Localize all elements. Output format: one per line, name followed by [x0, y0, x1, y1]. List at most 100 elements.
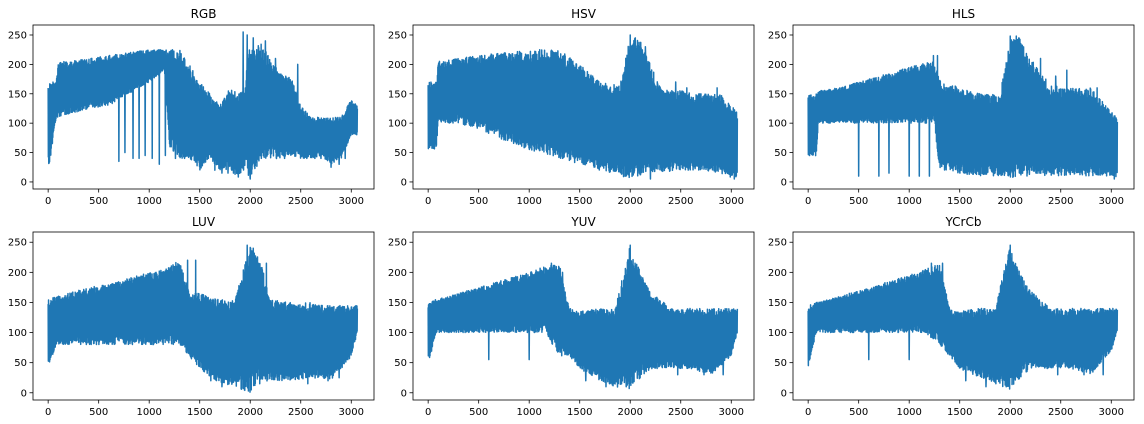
- x-tick-label: 3000: [1099, 407, 1124, 418]
- x-tick-label: 1500: [567, 196, 592, 207]
- x-tick-label: 500: [89, 407, 108, 418]
- y-tick-label: 50: [774, 148, 787, 159]
- panel-ycrcb: YCrCb 0 500 1000 1500 2000 2500 3000 0 50 100 150 2…: [768, 215, 1135, 418]
- panel-luv: LUV 0 500 1000 1500 2000 2500 3000 0 50 100 150 200…: [8, 215, 375, 418]
- panel-title: RGB: [191, 7, 217, 21]
- x-tick-label: 1000: [136, 407, 161, 418]
- y-tick-label: 100: [8, 328, 27, 339]
- y-tick-label: 150: [8, 298, 27, 309]
- y-tick-label: 250: [8, 238, 27, 249]
- panel-rgb: RGB 0 500 1000 1500 2000 2500 3000 0 50 100 150 200…: [8, 7, 375, 207]
- x-tick-label: 1000: [136, 196, 161, 207]
- axes-frame: [32, 231, 375, 401]
- x-tick-label: 2500: [668, 196, 693, 207]
- y-tick-label: 0: [781, 388, 787, 399]
- y-tick-label: 100: [768, 119, 787, 130]
- axes-frame: [792, 24, 1135, 190]
- x-tick-label: 0: [425, 407, 431, 418]
- x-tick-label: 2000: [998, 407, 1023, 418]
- x-tick-label: 2500: [288, 196, 313, 207]
- panel-hsv: HSV 0 500 1000 1500 2000 2500 3000 0 50 100 150 200…: [388, 7, 755, 207]
- panel-title: YCrCb: [945, 215, 982, 229]
- axes-frame: [412, 231, 755, 401]
- y-tick-label: 100: [388, 119, 407, 130]
- y-tick-label: 0: [401, 177, 407, 188]
- y-tick-label: 150: [8, 89, 27, 100]
- y-tick-label: 50: [774, 358, 787, 369]
- x-tick-label: 3000: [339, 407, 364, 418]
- series-line: [47, 244, 359, 393]
- x-tick-label: 3000: [339, 196, 364, 207]
- x-tick-label: 3000: [1099, 196, 1124, 207]
- y-tick-label: 100: [8, 119, 27, 130]
- panel-title: YUV: [570, 215, 596, 229]
- x-tick-label: 0: [45, 407, 51, 418]
- panel-title: HLS: [952, 7, 975, 21]
- panel-title: LUV: [192, 215, 216, 229]
- y-tick-label: 150: [388, 298, 407, 309]
- x-tick-label: 2500: [1048, 196, 1073, 207]
- panel-title: HSV: [571, 7, 597, 21]
- x-tick-label: 0: [45, 196, 51, 207]
- x-tick-label: 500: [849, 196, 868, 207]
- x-tick-label: 2000: [618, 196, 643, 207]
- x-tick-label: 3000: [719, 407, 744, 418]
- x-tick-label: 500: [469, 196, 488, 207]
- series-line: [807, 244, 1119, 390]
- y-tick-label: 250: [8, 30, 27, 41]
- x-tick-label: 0: [805, 407, 811, 418]
- y-tick-label: 250: [768, 30, 787, 41]
- y-tick-label: 150: [768, 298, 787, 309]
- y-tick-label: 150: [768, 89, 787, 100]
- y-tick-label: 200: [768, 60, 787, 71]
- y-tick-label: 0: [21, 388, 27, 399]
- x-tick-label: 0: [425, 196, 431, 207]
- y-tick-label: 100: [768, 328, 787, 339]
- x-tick-label: 2000: [618, 407, 643, 418]
- y-tick-label: 0: [781, 177, 787, 188]
- x-tick-label: 3000: [719, 196, 744, 207]
- y-tick-label: 50: [394, 148, 407, 159]
- x-tick-label: 2500: [1048, 407, 1073, 418]
- axes-frame: [412, 24, 755, 190]
- x-tick-label: 2000: [238, 407, 263, 418]
- series-line: [47, 31, 359, 180]
- x-tick-label: 2500: [668, 407, 693, 418]
- x-tick-label: 500: [469, 407, 488, 418]
- x-tick-label: 2000: [238, 196, 263, 207]
- x-tick-label: 1500: [187, 407, 212, 418]
- axes-frame: [32, 24, 375, 190]
- y-tick-label: 200: [768, 268, 787, 279]
- axes-frame: [792, 231, 1135, 401]
- x-tick-label: 2000: [998, 196, 1023, 207]
- y-tick-label: 250: [388, 238, 407, 249]
- x-tick-label: 1000: [896, 407, 921, 418]
- y-tick-label: 250: [768, 238, 787, 249]
- y-tick-label: 200: [388, 60, 407, 71]
- x-tick-label: 2500: [288, 407, 313, 418]
- panel-yuv: YUV 0 500 1000 1500 2000 2500 3000 0 50 100 150 200…: [388, 215, 755, 418]
- y-tick-label: 200: [8, 60, 27, 71]
- y-tick-label: 200: [8, 268, 27, 279]
- x-tick-label: 500: [849, 407, 868, 418]
- y-tick-label: 50: [14, 148, 27, 159]
- x-tick-label: 1000: [896, 196, 921, 207]
- y-tick-label: 150: [388, 89, 407, 100]
- x-tick-label: 1000: [516, 196, 541, 207]
- x-tick-label: 1000: [516, 407, 541, 418]
- x-tick-label: 1500: [567, 407, 592, 418]
- y-tick-label: 0: [401, 388, 407, 399]
- series-line: [807, 35, 1119, 180]
- y-tick-label: 200: [388, 268, 407, 279]
- y-tick-label: 100: [388, 328, 407, 339]
- x-tick-label: 0: [805, 196, 811, 207]
- series-line: [427, 244, 739, 390]
- x-tick-label: 1500: [187, 196, 212, 207]
- x-tick-label: 1500: [947, 407, 972, 418]
- y-tick-label: 250: [388, 30, 407, 41]
- series-line: [427, 34, 739, 180]
- panel-hls: HLS 0 500 1000 1500 2000 2500 3000 0 50 100 150 200…: [768, 7, 1135, 207]
- y-tick-label: 50: [394, 358, 407, 369]
- x-tick-label: 1500: [947, 196, 972, 207]
